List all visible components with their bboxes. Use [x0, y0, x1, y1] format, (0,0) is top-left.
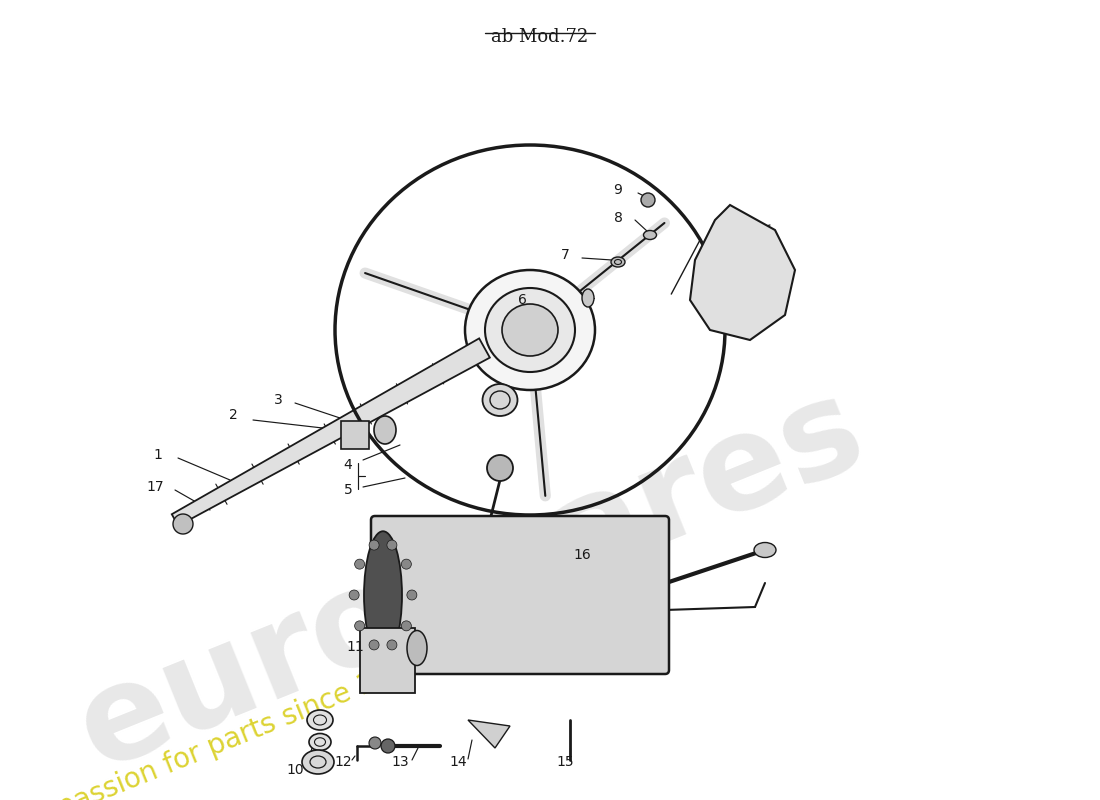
Polygon shape [468, 720, 510, 748]
Circle shape [370, 540, 379, 550]
Ellipse shape [582, 289, 594, 307]
Circle shape [349, 590, 359, 600]
Ellipse shape [309, 734, 331, 750]
Text: ab Mod.72: ab Mod.72 [492, 28, 588, 46]
Text: a passion for parts since 1985: a passion for parts since 1985 [30, 649, 430, 800]
Circle shape [487, 455, 513, 481]
Text: eurospares: eurospares [60, 365, 881, 795]
Ellipse shape [483, 384, 517, 416]
Text: 13: 13 [392, 755, 409, 769]
Ellipse shape [302, 750, 334, 774]
Text: 1: 1 [154, 448, 163, 462]
Circle shape [381, 739, 395, 753]
Text: 17: 17 [146, 480, 164, 494]
Ellipse shape [307, 710, 333, 730]
Ellipse shape [407, 630, 427, 666]
Text: 14: 14 [449, 755, 466, 769]
Ellipse shape [485, 288, 575, 372]
Ellipse shape [754, 542, 776, 558]
Text: 7: 7 [561, 248, 570, 262]
Circle shape [354, 559, 364, 569]
Text: 5: 5 [343, 483, 352, 497]
Circle shape [641, 193, 654, 207]
Text: 10: 10 [286, 763, 304, 777]
Circle shape [402, 621, 411, 631]
Circle shape [402, 559, 411, 569]
Circle shape [354, 621, 364, 631]
FancyBboxPatch shape [341, 421, 368, 449]
Ellipse shape [465, 270, 595, 390]
Circle shape [407, 590, 417, 600]
Circle shape [370, 640, 379, 650]
Ellipse shape [374, 416, 396, 444]
Text: 16: 16 [573, 548, 591, 562]
Text: 4: 4 [343, 458, 352, 472]
Polygon shape [690, 205, 795, 340]
Text: 9: 9 [614, 183, 623, 197]
Ellipse shape [644, 230, 657, 239]
Text: 8: 8 [614, 211, 623, 225]
Text: 15: 15 [557, 755, 574, 769]
Text: 12: 12 [334, 755, 352, 769]
Circle shape [368, 737, 381, 749]
FancyBboxPatch shape [360, 628, 415, 693]
Circle shape [387, 640, 397, 650]
Ellipse shape [502, 304, 558, 356]
FancyBboxPatch shape [371, 516, 669, 674]
Ellipse shape [364, 531, 402, 658]
Circle shape [173, 514, 192, 534]
Text: 3: 3 [274, 393, 283, 407]
Text: 2: 2 [229, 408, 238, 422]
Ellipse shape [610, 257, 625, 267]
Circle shape [387, 540, 397, 550]
Polygon shape [172, 338, 490, 526]
Text: 6: 6 [518, 293, 527, 307]
Text: 11: 11 [346, 640, 364, 654]
